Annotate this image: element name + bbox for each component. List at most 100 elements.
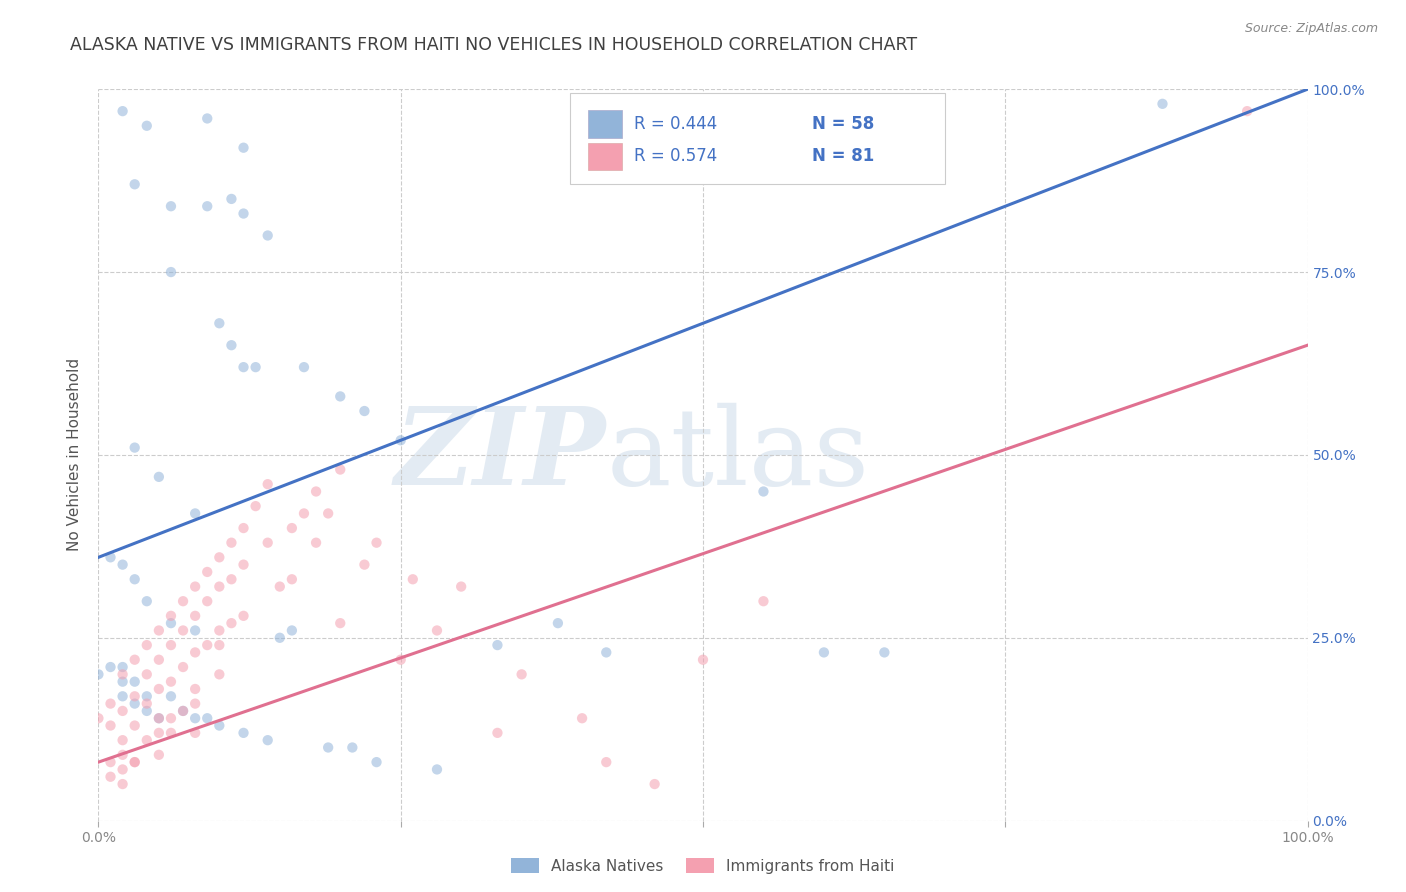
Point [111,747,134,762]
Text: ALASKA NATIVE VS IMMIGRANTS FROM HAITI NO VEHICLES IN HOUSEHOLD CORRELATION CHAR: ALASKA NATIVE VS IMMIGRANTS FROM HAITI N… [70,36,918,54]
Point [160,638,183,652]
Point [124,755,146,769]
Point [221,338,243,352]
Point [148,624,170,638]
Point [172,704,194,718]
Point [135,690,157,704]
Point [208,550,231,565]
Point [111,558,134,572]
Point [316,740,339,755]
Point [160,674,183,689]
Point [281,624,304,638]
Text: Source: ZipAtlas.com: Source: ZipAtlas.com [1244,22,1378,36]
Point [111,104,134,119]
Point [329,389,352,403]
Point [221,535,243,549]
Text: N = 58: N = 58 [811,115,875,133]
Y-axis label: No Vehicles in Household: No Vehicles in Household [67,359,83,551]
Point [148,470,170,484]
Point [269,580,291,594]
Point [752,484,775,499]
Point [100,550,122,565]
Point [195,594,218,608]
Point [353,558,375,572]
Point [208,580,231,594]
Point [316,507,339,521]
Point [184,711,207,725]
Point [100,718,122,732]
Point [486,726,509,740]
Point [124,178,146,192]
Point [813,645,835,659]
Point [135,697,157,711]
Point [547,616,569,631]
Point [148,711,170,725]
Point [148,653,170,667]
Point [124,441,146,455]
Point [135,594,157,608]
Point [184,697,207,711]
Point [692,653,714,667]
Point [595,645,617,659]
Point [172,660,194,674]
Point [184,580,207,594]
Point [389,653,412,667]
Point [752,594,775,608]
Point [426,763,449,777]
Text: N = 81: N = 81 [811,147,875,166]
Point [172,704,194,718]
Point [195,638,218,652]
Point [172,624,194,638]
Point [100,697,122,711]
Point [148,747,170,762]
Point [135,119,157,133]
Point [486,638,509,652]
Point [160,711,183,725]
Point [195,565,218,579]
Point [124,755,146,769]
Point [195,199,218,213]
Point [184,624,207,638]
Text: ZIP: ZIP [395,402,606,508]
Point [232,521,254,535]
Point [111,667,134,681]
Point [87,711,110,725]
Text: R = 0.574: R = 0.574 [634,147,717,166]
Point [111,690,134,704]
Point [124,697,146,711]
FancyBboxPatch shape [588,143,621,170]
Point [450,580,472,594]
Point [124,674,146,689]
Point [595,755,617,769]
Point [135,704,157,718]
Point [135,733,157,747]
Point [160,726,183,740]
Point [281,521,304,535]
Point [184,681,207,696]
Point [292,360,315,375]
Text: R = 0.444: R = 0.444 [634,115,717,133]
FancyBboxPatch shape [588,111,621,138]
Point [389,434,412,448]
Point [111,674,134,689]
Point [195,711,218,725]
Point [256,477,278,491]
Point [281,572,304,586]
Point [195,112,218,126]
Point [269,631,291,645]
Point [184,608,207,623]
Point [1236,104,1258,119]
Point [256,535,278,549]
Point [1152,96,1174,111]
Point [256,228,278,243]
Point [305,484,328,499]
Point [342,740,364,755]
Point [510,667,533,681]
Point [172,594,194,608]
Legend: Alaska Natives, Immigrants from Haiti: Alaska Natives, Immigrants from Haiti [505,852,901,880]
Point [873,645,896,659]
Point [111,704,134,718]
Point [305,535,328,549]
Point [124,653,146,667]
Point [184,507,207,521]
